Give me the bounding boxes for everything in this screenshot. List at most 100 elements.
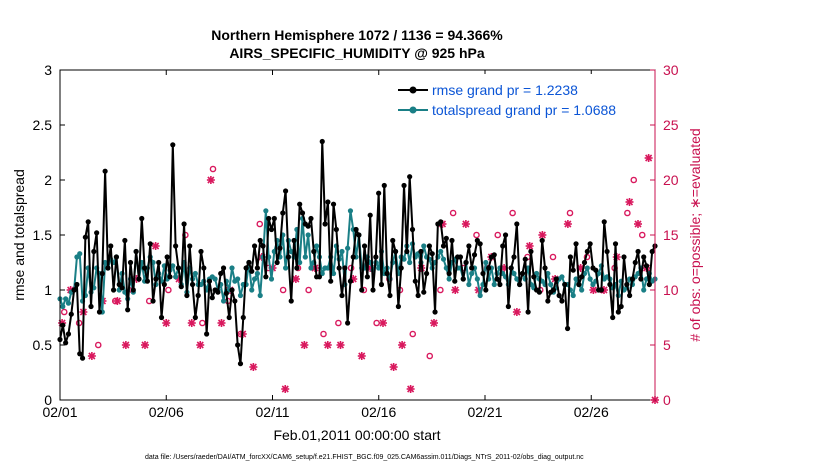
obs-star-stroke [152,242,160,250]
rmse-point [432,309,438,315]
rmse-point [110,287,117,293]
obs-star-stroke [390,363,398,371]
rmse-point [570,267,576,273]
totalspread-point [421,243,427,249]
rmse-point [187,243,193,249]
rmse-point [347,278,354,284]
obs-possible-marker [165,286,172,294]
rmse-point [390,237,396,244]
rmse-point [564,325,571,332]
rmse-point [350,254,356,260]
rmse-point [288,298,294,304]
chart-title-line2: AIRS_SPECIFIC_HUMIDITY @ 925 hPa [229,45,485,61]
rmse-point [147,241,153,247]
rmse-point [502,232,509,238]
y-right-tick-label: 5 [663,337,671,353]
totalspread-point [173,274,179,280]
rmse-point [63,340,69,346]
obs-possible-marker [305,286,312,294]
y-right-tick-label: 15 [663,227,679,243]
rmse-point [133,248,139,255]
rmse-point [291,237,297,244]
y-left-tick-label: 0 [44,392,52,408]
totalspread-point [251,276,258,282]
obs-possible-marker [199,319,206,327]
rmse-point [282,188,289,194]
rmse-point [576,281,582,288]
obs-star-stroke [300,341,308,349]
y-axis-right-label: # of obs: o=possible; ∗=evaluated [687,128,703,341]
y-right-tick-label: 10 [663,282,679,298]
rmse-point [204,331,210,337]
x-tick-label: 02/06 [149,404,184,420]
chart-title-line1: Northern Hemisphere 1072 / 1136 = 94.366… [211,27,503,43]
rmse-point [192,314,198,321]
rmse-point [528,248,534,255]
rmse-point [198,248,204,255]
totalspread-point [102,259,108,266]
totalspread-point [235,276,241,282]
rmse-point [367,212,373,218]
rmse-point [508,265,514,271]
rmse-point [579,274,585,280]
rmse-point [74,281,80,288]
obs-possible-marker [426,352,434,360]
rmse-point [497,281,503,288]
obs-star-stroke [526,242,534,250]
legend-box [392,74,650,122]
totalspread-point [268,276,275,282]
rmse-point [643,263,650,269]
rmse-point [359,287,365,293]
obs-possible-marker [473,231,480,239]
obs-evaluated-marker [336,341,345,349]
totalspread-point [514,276,520,282]
totalspread-point [477,292,483,299]
rmse-point [443,235,449,241]
rmse-point [387,292,393,299]
rmse-point [254,265,260,271]
rmse-point [311,248,317,255]
rmse-point [536,289,542,295]
obs-possible-marker [320,330,327,338]
rmse-point [333,226,339,233]
rmse-point [423,270,430,277]
rmse-point [638,276,644,282]
rmse-point [486,265,492,271]
rmse-point [220,265,227,271]
rmse-point [584,248,590,255]
totalspread-point [65,300,72,306]
rmse-point [153,276,159,282]
obs-possible-marker [449,209,457,217]
obs-possible-marker [94,341,102,349]
y-left-tick-label: 3 [44,62,52,78]
rmse-point [525,309,531,315]
obs-evaluated-marker [187,319,196,327]
obs-star-stroke [88,352,96,360]
rmse-point [235,342,241,348]
totalspread-point [305,232,311,238]
x-tick-label: 02/16 [361,404,396,420]
rmse-point [370,287,376,293]
rmse-point [598,287,605,293]
obs-star-stroke [407,385,415,393]
rmse-point [68,311,74,317]
rmse-point [161,281,167,288]
obs-star-stroke [589,286,597,294]
rmse-point [79,355,86,361]
rmse-point [170,142,176,148]
totalspread-point [325,265,331,271]
obs-possible-marker [494,231,502,239]
obs-evaluated-marker [196,341,205,349]
obs-possible-marker [209,165,217,173]
legend-rmse-label: rmse grand pr = 1.2238 [432,82,578,98]
totalspread-point [63,296,69,302]
legend: rmse grand pr = 1.2238 totalspread grand… [392,74,650,122]
totalspread-point [212,276,218,282]
obs-star-stroke [122,341,130,349]
obs-possible-marker [256,220,264,228]
rmse-point [607,281,613,288]
rmse-point [305,223,311,229]
obs-possible-marker [60,308,68,316]
obs-evaluated-marker [589,286,598,294]
